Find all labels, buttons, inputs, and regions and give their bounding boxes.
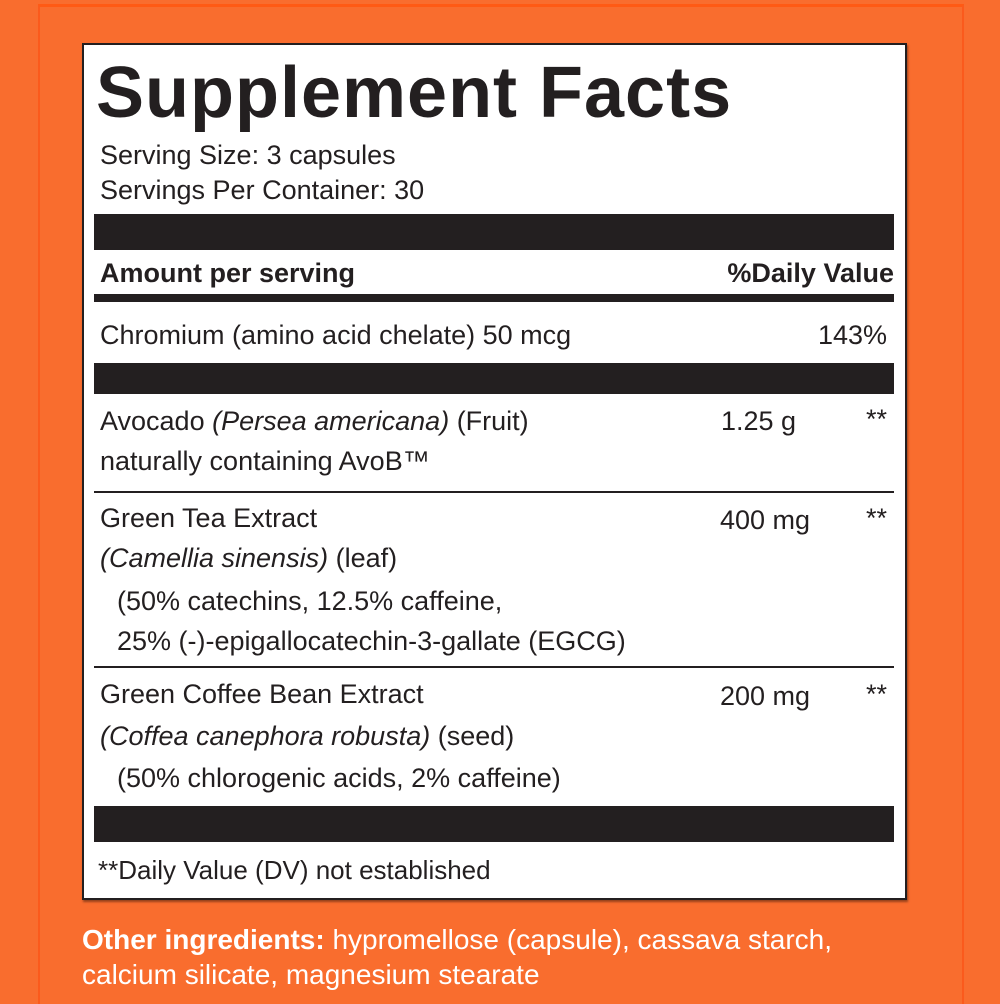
divider-bar xyxy=(94,363,894,394)
chromium-dv: 143% xyxy=(817,320,887,350)
servings-per-container: Servings Per Container: 30 xyxy=(100,175,425,205)
other-ingredients-label: Other ingredients: xyxy=(82,924,325,955)
coffee-dv: ** xyxy=(865,679,887,709)
green-tea-line3: (50% catechins, 12.5% caffeine, xyxy=(117,586,503,616)
outer-frame xyxy=(38,4,964,1004)
latin-name: (Persea americana) xyxy=(212,406,450,436)
avocado-amount: 1.25 g xyxy=(721,406,797,436)
text: (Fruit) xyxy=(449,406,529,436)
latin-name: (Camellia sinensis) xyxy=(100,543,329,573)
amount-header: Amount per serving xyxy=(100,258,356,288)
panel-title: Supplement Facts xyxy=(96,53,733,133)
avocado-name: Avocado (Persea americana) (Fruit) xyxy=(100,408,529,435)
text: (seed) xyxy=(430,721,515,751)
divider-bar xyxy=(94,806,894,842)
coffee-latin: (Coffea canephora robusta) (seed) xyxy=(100,723,514,750)
text: Avocado xyxy=(100,406,213,436)
other-ingredients-text: hypromellose (capsule), cassava starch, … xyxy=(82,924,833,990)
latin-name: (Coffea canephora robusta) xyxy=(100,721,431,751)
dv-header: %Daily Value xyxy=(727,258,894,288)
text: (leaf) xyxy=(328,543,398,573)
supplement-facts-panel: Supplement Facts Serving Size: 3 capsule… xyxy=(82,43,907,900)
coffee-name: Green Coffee Bean Extract xyxy=(100,679,424,709)
green-tea-amount: 400 mg xyxy=(720,505,811,535)
other-ingredients: Other ingredients: hypromellose (capsule… xyxy=(82,922,882,992)
coffee-amount: 200 mg xyxy=(720,681,811,711)
avocado-dv: ** xyxy=(865,404,887,434)
chromium-name: Chromium (amino acid chelate) 50 mcg xyxy=(100,320,572,350)
divider-bar xyxy=(94,294,894,302)
green-tea-dv: ** xyxy=(865,503,887,533)
avocado-line2: naturally containing AvoB™ xyxy=(100,446,430,476)
green-tea-latin: (Camellia sinensis) (leaf) xyxy=(100,545,397,572)
serving-size: Serving Size: 3 capsules xyxy=(100,140,396,170)
green-tea-name: Green Tea Extract xyxy=(100,503,318,533)
divider-line xyxy=(94,491,894,493)
divider-bar xyxy=(94,214,894,250)
footnote: **Daily Value (DV) not established xyxy=(98,855,491,885)
coffee-line3: (50% chlorogenic acids, 2% caffeine) xyxy=(117,763,561,793)
divider-line xyxy=(94,666,894,668)
green-tea-line4: 25% (-)-epigallocatechin-3-gallate (EGCG… xyxy=(117,626,626,656)
